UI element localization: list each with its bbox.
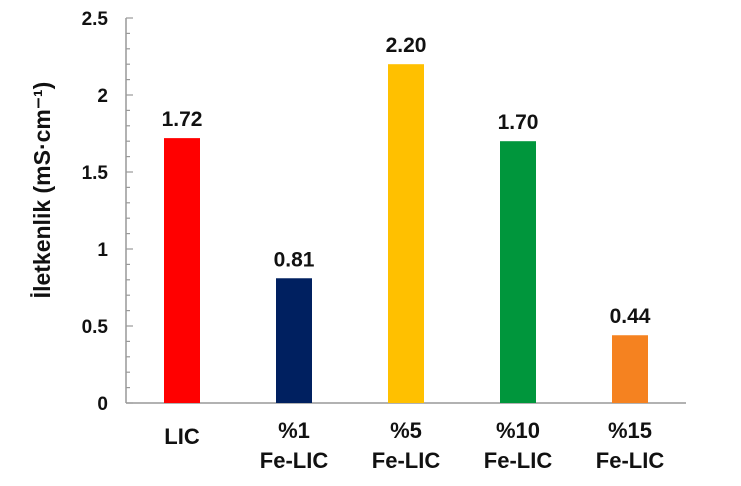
labels: 0 0.5 1 1.5 2 2.5 1.72 LIC 0.81 %1 Fe-LIC 2.20 %5 Fe-… <box>82 9 665 473</box>
x-tick-label: Fe-LIC <box>372 448 441 473</box>
bar <box>500 141 536 403</box>
y-tick-label: 1.5 <box>82 163 109 184</box>
bar <box>276 278 312 403</box>
data-label: 1.70 <box>498 111 539 134</box>
bar <box>164 138 200 403</box>
y-axis-title: İletkenlik (mS·cm⁻¹) <box>29 82 55 299</box>
data-label: 2.20 <box>386 34 427 57</box>
y-tick-label: 2 <box>97 86 108 107</box>
bar <box>388 64 424 403</box>
data-label: 1.72 <box>162 108 203 131</box>
x-tick-label: Fe-LIC <box>260 448 329 473</box>
x-tick-label: %1 <box>278 418 310 443</box>
x-tick-label: Fe-LIC <box>596 448 665 473</box>
data-label: 0.81 <box>274 248 315 271</box>
x-tick-label: %10 <box>496 418 540 443</box>
y-tick-label: 1 <box>97 240 108 261</box>
data-label: 0.44 <box>610 305 651 328</box>
x-tick-label: %15 <box>608 418 652 443</box>
y-tick-label: 2.5 <box>82 9 109 30</box>
bar <box>612 335 648 403</box>
y-tick-label: 0 <box>97 394 108 415</box>
axes <box>125 17 686 404</box>
bars <box>164 64 648 403</box>
x-tick-label: LIC <box>164 424 200 449</box>
y-tick-label: 0.5 <box>82 317 109 338</box>
x-tick-label: %5 <box>390 418 422 443</box>
x-tick-label: Fe-LIC <box>484 448 553 473</box>
